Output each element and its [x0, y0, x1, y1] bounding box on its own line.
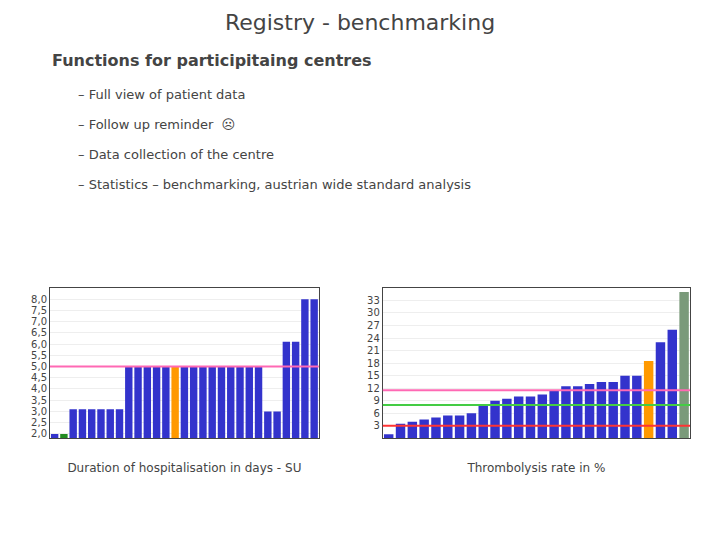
svg-text:– Data collection of the centr: – Data collection of the centre — [78, 147, 274, 162]
svg-text:3,5: 3,5 — [31, 395, 47, 406]
svg-text:12: 12 — [367, 383, 380, 394]
svg-text:– Full view of patient data: – Full view of patient data — [78, 87, 245, 102]
svg-text:7,5: 7,5 — [31, 305, 47, 316]
svg-text:30: 30 — [367, 307, 380, 318]
svg-text:– Follow up reminder ☹: – Follow up reminder ☹ — [78, 117, 235, 132]
svg-text:8,0: 8,0 — [31, 294, 47, 305]
svg-text:6: 6 — [373, 408, 379, 419]
svg-text:24: 24 — [367, 333, 380, 344]
svg-text:9: 9 — [373, 395, 379, 406]
svg-text:Thrombolysis rate in %: Thrombolysis rate in % — [466, 461, 605, 475]
svg-text:33: 33 — [367, 295, 380, 306]
svg-text:3,0: 3,0 — [31, 406, 47, 417]
svg-text:21: 21 — [367, 345, 380, 356]
svg-text:2,5: 2,5 — [31, 417, 47, 428]
svg-text:6,0: 6,0 — [31, 339, 47, 350]
svg-text:18: 18 — [367, 358, 380, 369]
svg-text:5,0: 5,0 — [31, 361, 47, 372]
svg-text:Functions for participitaing c: Functions for participitaing centres — [52, 51, 372, 70]
svg-text:– Statistics – benchmarking, a: – Statistics – benchmarking, austrian wi… — [78, 177, 471, 192]
svg-text:15: 15 — [367, 370, 380, 381]
svg-text:7,0: 7,0 — [31, 316, 47, 327]
svg-text:Duration of hospitalisation in: Duration of hospitalisation in days - SU — [67, 461, 301, 475]
svg-text:4,0: 4,0 — [31, 383, 47, 394]
svg-text:Registry - benchmarking: Registry - benchmarking — [225, 10, 495, 35]
svg-text:4,5: 4,5 — [31, 372, 47, 383]
svg-text:5,5: 5,5 — [31, 350, 47, 361]
svg-text:2,0: 2,0 — [31, 428, 47, 439]
svg-text:27: 27 — [367, 320, 380, 331]
svg-text:6,5: 6,5 — [31, 327, 47, 338]
svg-text:3: 3 — [373, 420, 379, 431]
